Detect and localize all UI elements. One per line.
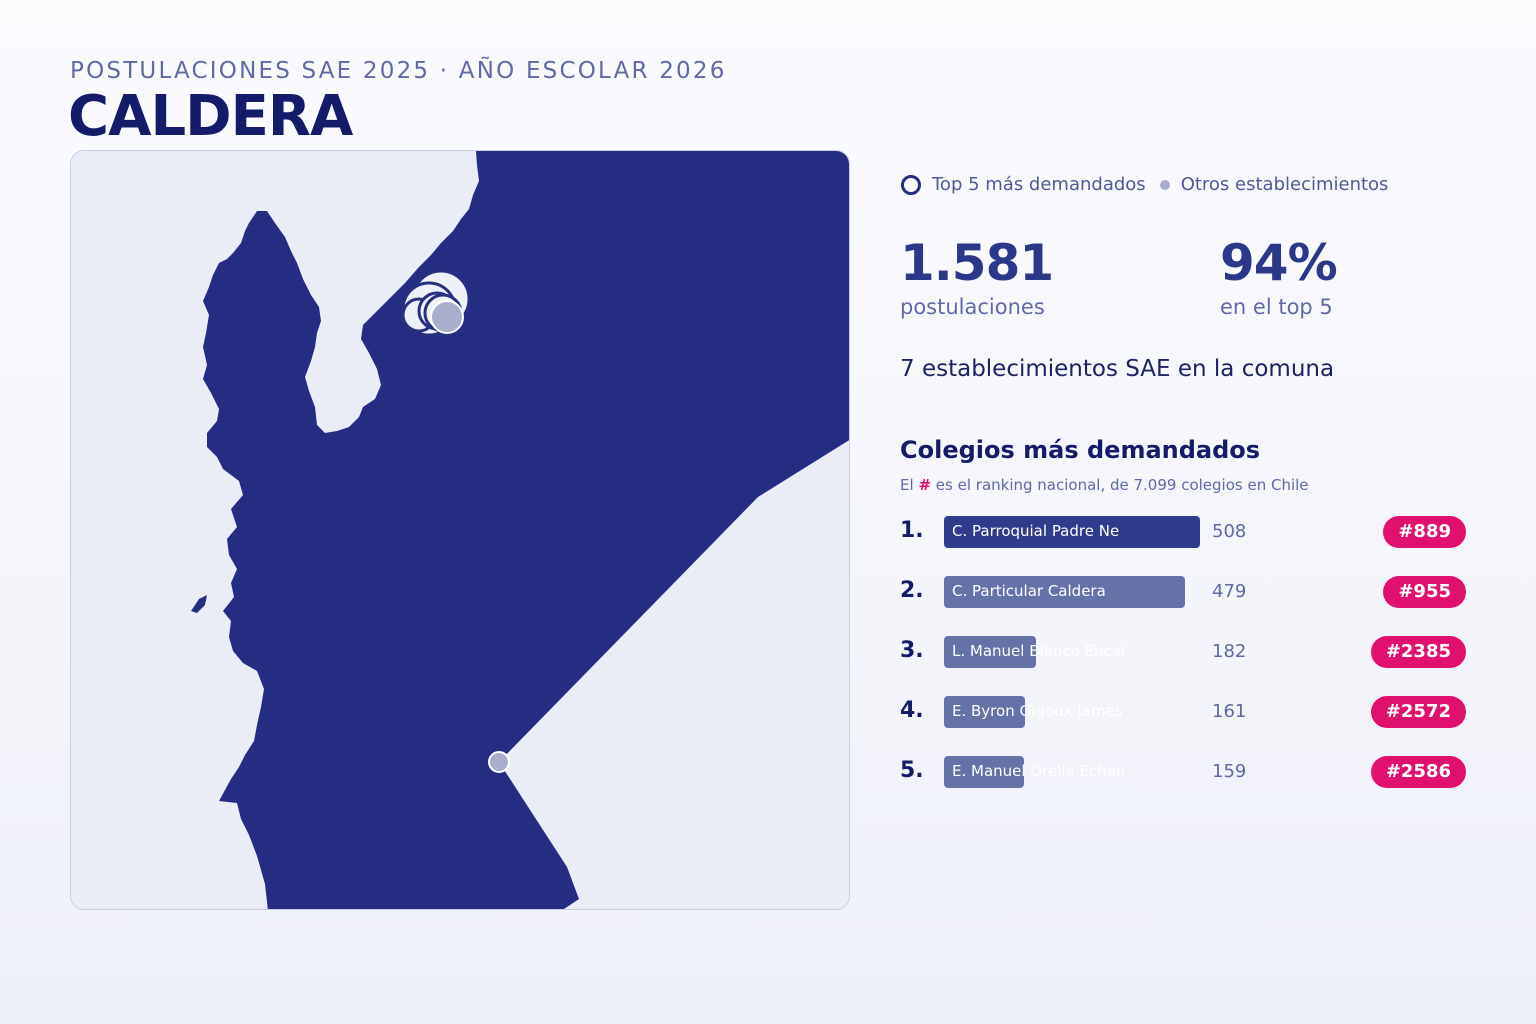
top5-share-stat: 94% en el top 5 [1220, 232, 1338, 320]
school-name: E. Byron Gigoux James [952, 702, 1123, 720]
applications-value: 1.581 [900, 234, 1054, 292]
ranking-position: 4. [900, 698, 924, 723]
applications-count: 508 [1212, 521, 1247, 542]
school-name: L. Manuel Blanco Encal [952, 642, 1124, 660]
ranking-subtitle-prefix: El [900, 476, 914, 494]
school-name: E. Manuel Orella Echan [952, 762, 1124, 780]
applications-bar[interactable] [944, 756, 1024, 788]
others-dot-icon [1159, 179, 1170, 190]
ranking-title: Colegios más demandados [900, 436, 1261, 464]
ranking-position: 3. [900, 638, 924, 663]
ranking-subtitle-hash: # [918, 476, 932, 494]
ranking-row[interactable]: 1. C. Parroquial Padre Ne 508 #889 [900, 516, 1470, 548]
legend-others-label: Otros establecimientos [1180, 174, 1389, 195]
applications-count: 161 [1212, 701, 1247, 722]
ranking-row[interactable]: 4. E. Byron Gigoux James 161 #2572 [900, 696, 1470, 728]
national-rank-badge: #955 [1383, 576, 1466, 608]
ranking-position: 5. [900, 758, 924, 783]
ranking-row[interactable]: 5. E. Manuel Orella Echan 159 #2586 [900, 756, 1470, 788]
applications-count: 479 [1212, 581, 1247, 602]
bar-track: L. Manuel Blanco Encal [944, 636, 1200, 668]
ranking-row[interactable]: 3. L. Manuel Blanco Encal 182 #2385 [900, 636, 1470, 668]
applications-count: 159 [1212, 761, 1247, 782]
legend-top5-label: Top 5 más demandados [932, 174, 1146, 195]
applications-count: 182 [1212, 641, 1247, 662]
other-marker-1[interactable] [430, 300, 464, 334]
bar-track: C. Particular Caldera [944, 576, 1200, 608]
map-legend: Top 5 más demandados Otros establecimien… [901, 174, 1388, 195]
map-panel[interactable] [70, 150, 850, 910]
ranking-subtitle-suffix: es el ranking nacional, de 7.099 colegio… [935, 476, 1309, 494]
school-name: C. Parroquial Padre Ne [952, 522, 1120, 540]
top5-share-value: 94% [1220, 234, 1338, 292]
applications-stat: 1.581 postulaciones [900, 232, 1054, 320]
bar-track: E. Byron Gigoux James [944, 696, 1200, 728]
other-marker-2[interactable] [488, 751, 510, 773]
national-rank-badge: #2586 [1370, 756, 1466, 788]
island-shape [191, 595, 207, 613]
national-rank-badge: #2572 [1370, 696, 1466, 728]
applications-label: postulaciones [900, 295, 1045, 319]
commune-territory[interactable] [203, 151, 850, 910]
city-title: CALDERA [68, 84, 353, 149]
applications-bar[interactable] [944, 636, 1036, 668]
bar-track: E. Manuel Orella Echan [944, 756, 1200, 788]
ranking-subtitle: El # es el ranking nacional, de 7.099 co… [900, 476, 1309, 494]
bar-track: C. Parroquial Padre Ne [944, 516, 1200, 548]
map-svg[interactable] [71, 151, 850, 910]
school-name: C. Particular Caldera [952, 582, 1106, 600]
eyebrow-title: POSTULACIONES SAE 2025 · AÑO ESCOLAR 202… [70, 58, 727, 84]
national-rank-badge: #2385 [1370, 636, 1466, 668]
ranking-position: 2. [900, 578, 924, 603]
ranking-position: 1. [900, 518, 924, 543]
applications-bar[interactable] [944, 516, 1200, 548]
top5-share-label: en el top 5 [1220, 295, 1333, 319]
ranking-row[interactable]: 2. C. Particular Caldera 479 #955 [900, 576, 1470, 608]
cluster-markers[interactable] [401, 269, 471, 337]
national-rank-badge: #889 [1383, 516, 1466, 548]
applications-bar[interactable] [944, 696, 1025, 728]
top5-ring-icon [901, 174, 921, 195]
applications-bar[interactable] [944, 576, 1185, 608]
establishments-count: 7 establecimientos SAE en la comuna [900, 356, 1335, 382]
